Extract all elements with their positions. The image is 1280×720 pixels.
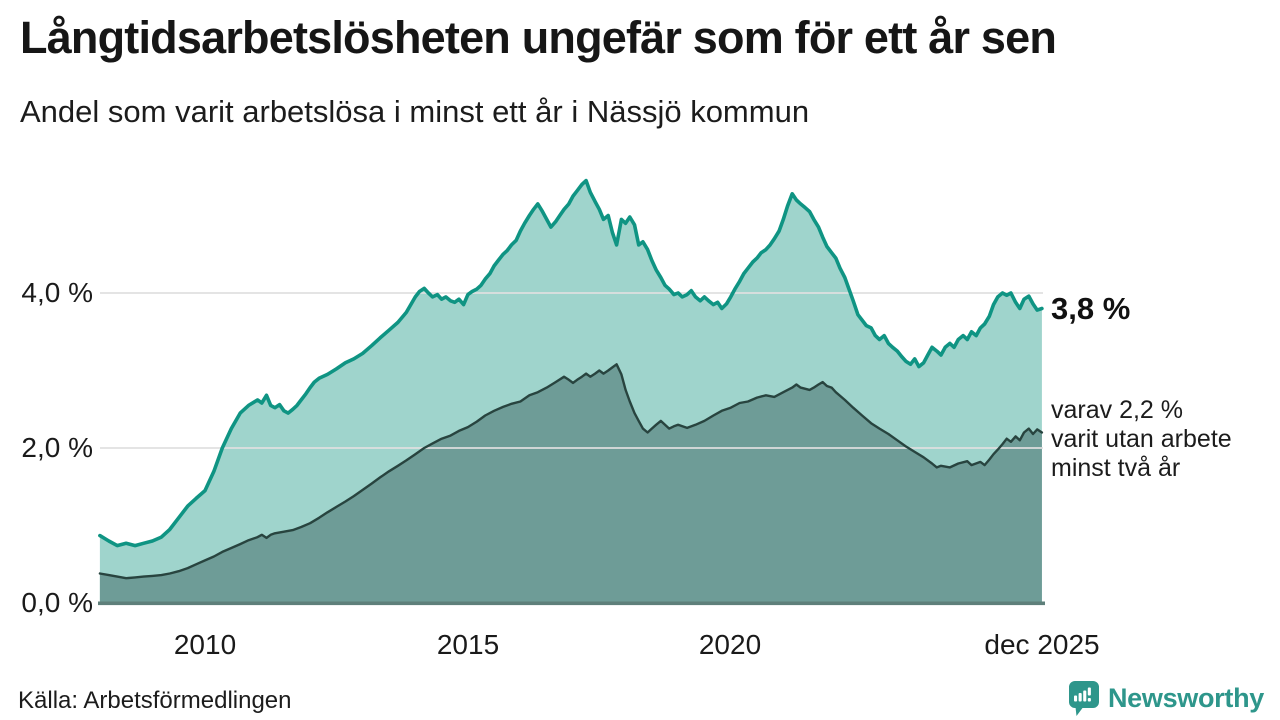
secondary-series-annotation: varav 2,2 % varit utan arbete minst två … <box>1051 396 1232 482</box>
x-axis-baseline <box>98 601 1045 606</box>
newsworthy-wordmark: Newsworthy <box>1107 683 1264 713</box>
y-tick-2: 2,0 % <box>21 432 93 463</box>
x-tick-2020: 2020 <box>698 629 762 660</box>
newsworthy-bubble-chart-icon <box>1068 681 1099 716</box>
x-tick-2015: 2015 <box>436 629 500 660</box>
line-min-two-years <box>98 363 1044 580</box>
newsworthy-logo: Newsworthy <box>1068 681 1264 716</box>
x-tick-dec-2025: dec 2025 <box>984 629 1100 660</box>
area-fill-min-two-years <box>99 364 1042 603</box>
source-label: Källa: Arbetsförmedlingen <box>18 687 292 714</box>
line-min-one-year <box>98 178 1044 548</box>
x-tick-2010: 2010 <box>173 629 237 660</box>
y-tick-0: 0,0 % <box>21 587 93 618</box>
latest-value-label: 3,8 % <box>1051 291 1131 326</box>
chart-subtitle: Andel som varit arbetslösa i minst ett å… <box>20 94 810 129</box>
y-tick-4: 4,0 % <box>21 277 93 308</box>
chart-title: Långtidsarbetslösheten ungefär som för e… <box>20 12 1057 63</box>
